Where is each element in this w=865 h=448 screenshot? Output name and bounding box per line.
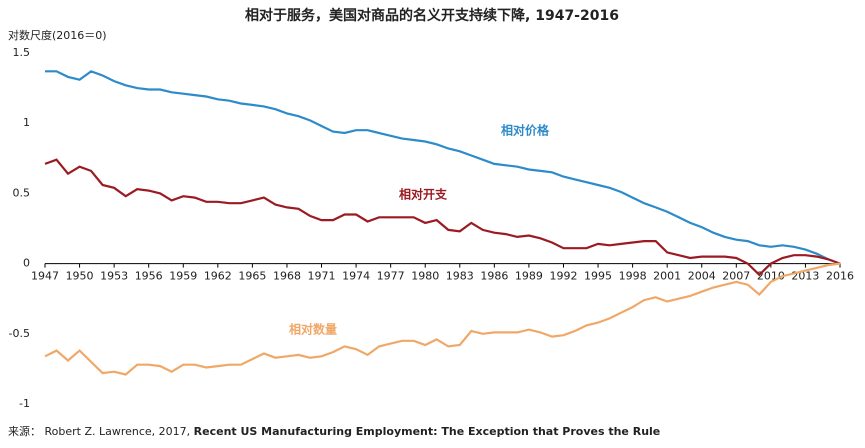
source-title: Recent US Manufacturing Employment: The … — [194, 425, 661, 438]
x-tick-label: 2004 — [688, 270, 716, 283]
x-tick-label: 1959 — [169, 270, 197, 283]
x-tick-label: 1950 — [66, 270, 94, 283]
y-tick-label: 0.5 — [13, 186, 31, 199]
x-tick-label: 1953 — [100, 270, 128, 283]
x-tick-label: 1998 — [619, 270, 647, 283]
series-line — [44, 158, 841, 277]
x-tick-label: 1980 — [411, 270, 439, 283]
x-tick-label: 2001 — [653, 270, 681, 283]
y-tick-label: 1.5 — [13, 46, 31, 59]
x-tick-label: 1965 — [238, 270, 266, 283]
series-label: 相对价格 — [501, 123, 550, 138]
x-tick-label: 1968 — [273, 270, 301, 283]
source-prefix: 来源： Robert Z. Lawrence, 2017, — [8, 424, 194, 438]
x-tick-label: 1995 — [584, 270, 612, 283]
series-line — [44, 262, 841, 376]
x-tick-label: 1947 — [31, 270, 59, 283]
source: 来源： Robert Z. Lawrence, 2017, Recent US … — [8, 424, 660, 438]
x-tick-label: 1983 — [446, 270, 474, 283]
y-axis-label: 对数尺度(2016＝0) — [8, 28, 107, 42]
x-tick-label: 1971 — [308, 270, 336, 283]
series-label: 相对数量 — [289, 322, 337, 337]
y-tick-label: 1 — [23, 116, 30, 129]
x-tick-label: 1989 — [515, 270, 543, 283]
chart-title: 相对于服务，美国对商品的名义开支持续下降, 1947-2016 — [245, 7, 619, 24]
series-line — [45, 70, 841, 265]
y-tick-label: -0.5 — [9, 327, 30, 340]
x-tick-label: 2016 — [826, 270, 854, 283]
x-tick-label: 2007 — [722, 270, 750, 283]
x-tick-label: 1977 — [377, 270, 405, 283]
y-tick-label: 0 — [23, 257, 30, 270]
y-tick-label: -1 — [19, 397, 30, 410]
x-tick-label: 1956 — [135, 270, 163, 283]
x-tick-label: 1962 — [204, 270, 232, 283]
x-tick-label: 1992 — [549, 270, 577, 283]
x-tick-label: 1986 — [480, 270, 508, 283]
series-label: 相对开支 — [399, 187, 448, 202]
x-tick-label: 1974 — [342, 270, 370, 283]
